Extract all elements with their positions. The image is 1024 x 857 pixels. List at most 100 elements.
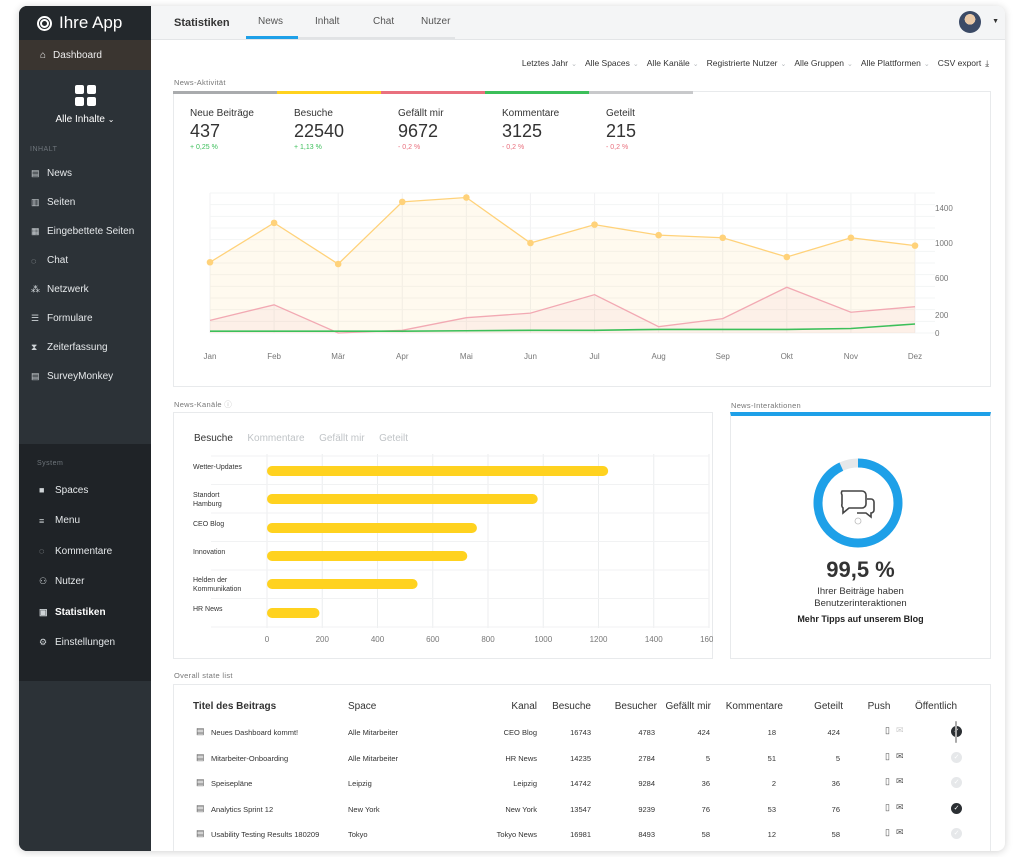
table-header-col-besuche[interactable]: Besuche: [552, 701, 591, 712]
cell-geteilt: 76: [831, 804, 840, 814]
network-icon: ⁂: [31, 284, 40, 294]
data-point[interactable]: [591, 221, 598, 228]
tab-gefaellt[interactable]: Gefällt mir: [319, 433, 365, 444]
chevron-down-icon: ⌄: [847, 61, 853, 68]
filter-channels[interactable]: Alle Kanäle ⌄: [643, 58, 699, 69]
table-header-col-space[interactable]: Space: [348, 701, 377, 712]
table-header-col-public[interactable]: Öffentlich: [915, 701, 958, 712]
private-check-icon[interactable]: ✓: [951, 751, 962, 763]
content-selector[interactable]: Alle Inhalte ⌄: [19, 114, 151, 125]
tab-news[interactable]: News: [258, 16, 284, 27]
phone-icon[interactable]: ▯: [885, 801, 890, 812]
data-point[interactable]: [719, 234, 727, 242]
series-line: [209, 286, 916, 334]
table-row[interactable]: ▤ Neues Dashboard kommt! Alle Mitarbeiter C…: [193, 719, 973, 744]
mail-icon[interactable]: ✉: [896, 750, 904, 761]
bar[interactable]: [267, 579, 418, 589]
sidebar-item-formulare[interactable]: ☰ Formulare: [19, 304, 151, 333]
table-header-col-kommentare[interactable]: Kommentare: [725, 701, 783, 712]
bar[interactable]: [267, 608, 320, 618]
data-point[interactable]: [911, 242, 919, 249]
tab-geteilt[interactable]: Geteilt: [379, 433, 408, 444]
table-header-col-kanal[interactable]: Kanal: [511, 701, 537, 712]
app-logo[interactable]: Ihre App: [19, 6, 151, 40]
table-row[interactable]: ▤ Analytics Sprint 12 New York New York 1354…: [193, 796, 973, 821]
sidebar-item-chat[interactable]: ◌ Chat: [19, 246, 151, 275]
sidebar-item-label: Kommentare: [55, 545, 113, 557]
table-row[interactable]: ▤ Usability Testing Results 180209 Tokyo To…: [193, 821, 973, 846]
filter-users[interactable]: Registrierte Nutzer ⌄: [703, 58, 787, 69]
sidebar-item-label: Nutzer: [55, 576, 85, 588]
data-point[interactable]: [783, 253, 791, 261]
mail-icon[interactable]: ✉: [896, 801, 904, 812]
table-scrollbar[interactable]: [955, 721, 957, 743]
table-header-col-push[interactable]: Push: [867, 701, 891, 712]
data-point[interactable]: [398, 198, 406, 206]
filter-platforms[interactable]: Alle Plattformen ⌄: [857, 58, 930, 69]
sidebar-item-spaces[interactable]: ■ Spaces: [19, 475, 151, 506]
filter-period[interactable]: Letztes Jahr ⌄: [518, 58, 577, 69]
phone-icon[interactable]: ▯: [885, 776, 890, 786]
sidebar-item-nutzer[interactable]: ⚇ Nutzer: [19, 567, 151, 598]
cell-title: Speisepläne: [211, 779, 253, 788]
data-point[interactable]: [655, 231, 662, 239]
data-point[interactable]: [334, 260, 342, 268]
bar[interactable]: [267, 494, 538, 504]
sidebar-item-menu[interactable]: ≡ Menu: [19, 506, 151, 537]
tab-kommentare[interactable]: Kommentare: [247, 433, 305, 444]
table-header-col-gefaellt[interactable]: Gefällt mir: [665, 701, 711, 712]
channel-tabs: Besuche Kommentare Gefällt mir Geteilt: [194, 428, 418, 446]
tab-nutzer[interactable]: Nutzer: [421, 16, 451, 27]
sidebar-item-kommentare[interactable]: ◌ Kommentare: [19, 536, 151, 567]
csv-export-button[interactable]: CSV export ⤓: [934, 58, 989, 69]
data-point[interactable]: [527, 239, 534, 247]
sidebar-item-label: Netzwerk: [47, 284, 89, 295]
mail-icon[interactable]: ✉: [896, 725, 904, 735]
sidebar-item-statistiken[interactable]: ▣ Statistiken: [19, 597, 151, 628]
document-icon: ▤: [196, 828, 205, 838]
mail-icon[interactable]: ✉: [896, 776, 904, 786]
sidebar-item-eingebettete-seiten[interactable]: ▦ Eingebettete Seiten: [19, 217, 151, 246]
y-tick-label: 200: [935, 311, 949, 320]
sidebar-item-einstellungen[interactable]: ⚙ Einstellungen: [19, 628, 151, 659]
tab-chat[interactable]: Chat: [373, 16, 395, 27]
private-check-icon[interactable]: ✓: [951, 777, 962, 788]
table-header-col-besucher[interactable]: Besucher: [614, 701, 657, 712]
bar[interactable]: [267, 551, 468, 561]
table-header-col-title[interactable]: Titel des Beitrags: [193, 701, 277, 712]
table-row[interactable]: ▤ Speisepläne Leipzig Leipzig 14742 9284 36 2 36…: [193, 770, 973, 795]
phone-icon[interactable]: ▯: [885, 750, 890, 761]
tab-inhalt[interactable]: Inhalt: [315, 16, 340, 27]
sidebar-item-dashboard[interactable]: ⌂ Dashboard: [19, 40, 151, 70]
private-check-icon[interactable]: ✓: [951, 828, 962, 839]
survey-icon: ▤: [31, 371, 40, 381]
data-point[interactable]: [270, 219, 278, 227]
x-tick-label: Okt: [781, 352, 794, 361]
data-point[interactable]: [463, 194, 470, 201]
series-line: [209, 196, 916, 265]
bar[interactable]: [267, 466, 609, 476]
data-point[interactable]: [847, 234, 855, 242]
sidebar-item-news[interactable]: ▤ News: [19, 159, 151, 188]
filter-groups[interactable]: Alle Gruppen ⌄: [790, 58, 853, 69]
data-point[interactable]: [206, 258, 214, 266]
tab-besuche[interactable]: Besuche: [194, 433, 233, 444]
table-header-col-geteilt[interactable]: Geteilt: [814, 701, 843, 712]
public-check-icon[interactable]: ✓: [951, 802, 962, 814]
content-grid-icon[interactable]: [75, 85, 96, 106]
sidebar-item-seiten[interactable]: ▥ Seiten: [19, 188, 151, 217]
bar[interactable]: [267, 523, 477, 533]
avatar[interactable]: [959, 11, 981, 33]
sidebar-item-label: Seiten: [47, 197, 76, 208]
table-row[interactable]: ▤ Mitarbeiter-Onboarding Alle Mitarbeiter H…: [193, 745, 973, 770]
mail-icon[interactable]: ✉: [896, 827, 904, 837]
blog-tips-link[interactable]: Mehr Tipps auf unserem Blog: [797, 614, 924, 624]
chevron-down-icon[interactable]: ▼: [992, 18, 999, 25]
info-icon[interactable]: ⓘ: [224, 400, 233, 409]
sidebar-item-netzwerk[interactable]: ⁂ Netzwerk: [19, 275, 151, 304]
phone-icon[interactable]: ▯: [885, 827, 890, 837]
sidebar-item-zeiterfassung[interactable]: ⧗ Zeiterfassung: [19, 333, 151, 362]
phone-icon[interactable]: ▯: [885, 725, 890, 735]
sidebar-item-surveymonkey[interactable]: ▤ SurveyMonkey: [19, 362, 151, 391]
filter-spaces[interactable]: Alle Spaces ⌄: [581, 58, 639, 69]
